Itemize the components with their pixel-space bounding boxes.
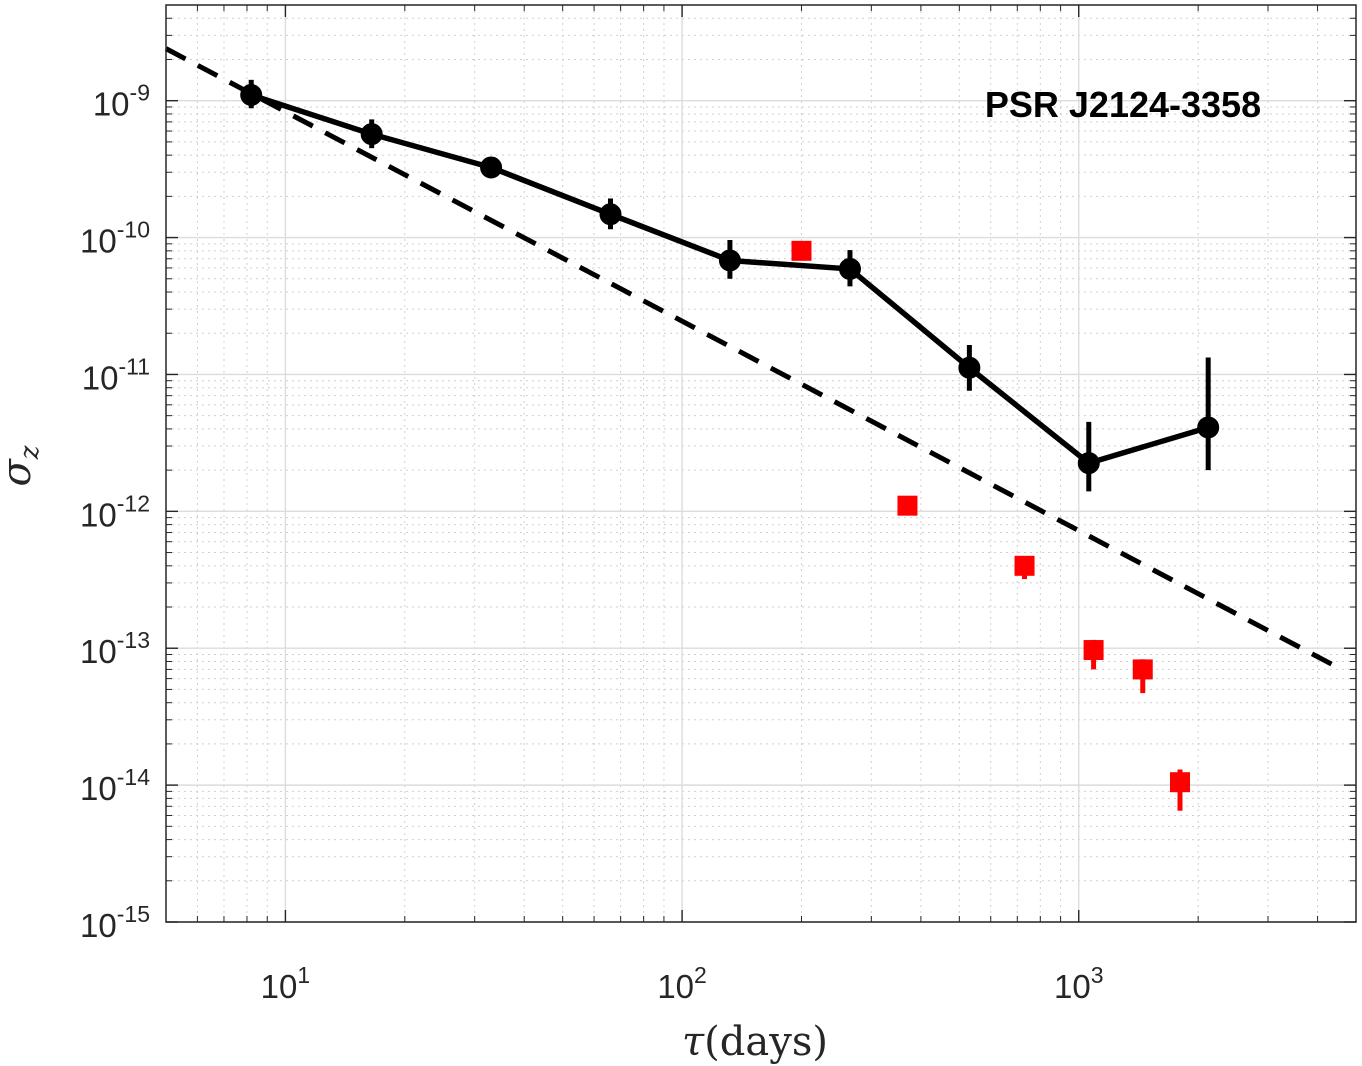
y-tick-label: 10-11 [82, 353, 150, 396]
dashed-reference-line [164, 46, 1343, 672]
y-axis-symbol: σ [0, 458, 40, 487]
tick-exponent: -13 [117, 627, 150, 653]
x-axis-symbol: τ [682, 1019, 705, 1065]
tick-base: 10 [93, 86, 130, 123]
red-square-marker [1170, 772, 1190, 793]
chart-annotation: PSR J2124-3358 [985, 84, 1261, 125]
black-circle-marker [599, 203, 622, 226]
x-tick-label: 103 [1054, 962, 1104, 1005]
y-axis-title: σz [0, 445, 45, 486]
red-square-marker [1014, 555, 1035, 576]
minor-grid [165, 4, 1357, 922]
x-axis-title: τ(days) [682, 1019, 828, 1065]
tick-exponent: -9 [130, 80, 150, 106]
tick-exponent: -11 [118, 353, 150, 379]
tick-exponent: 2 [694, 962, 707, 988]
red-square-marker [1083, 640, 1104, 661]
red-square-marker [897, 495, 918, 516]
tick-exponent: 3 [1091, 962, 1104, 988]
tick-base: 10 [1054, 968, 1091, 1005]
x-axis-text: (days) [704, 1019, 828, 1065]
x-tick-labels: 101 102 103 [261, 962, 1104, 1005]
red-square-marker [791, 240, 812, 261]
x-tick-label: 102 [657, 962, 707, 1005]
y-tick-label: 10-13 [80, 627, 150, 670]
tick-exponent: 1 [297, 962, 310, 988]
y-axis-subscript: z [15, 445, 45, 460]
tick-exponent: -10 [117, 217, 150, 243]
tick-exponent: -12 [117, 490, 150, 516]
black-circle-marker [958, 356, 981, 379]
y-tick-label: 10-9 [93, 80, 150, 123]
tick-base: 10 [80, 633, 117, 670]
tick-exponent: -15 [117, 901, 150, 927]
tick-base: 10 [80, 223, 117, 260]
tick-base: 10 [261, 968, 298, 1005]
y-tick-label: 10-15 [80, 901, 150, 944]
y-tick-label: 10-12 [80, 490, 150, 533]
axis-ticks [165, 4, 1357, 923]
red-square-marker [1132, 659, 1153, 680]
major-grid [166, 5, 1356, 923]
black-circle-marker [240, 84, 263, 107]
tick-base: 10 [80, 907, 117, 944]
black-circle-marker [360, 123, 383, 146]
y-tick-label: 10-10 [80, 217, 150, 260]
black-circle-marker [1197, 416, 1220, 439]
tick-base: 10 [657, 968, 694, 1005]
tick-base: 10 [80, 496, 117, 533]
tick-base: 10 [82, 359, 119, 396]
tick-base: 10 [80, 770, 117, 807]
x-tick-label: 101 [261, 962, 311, 1005]
black-circle-marker [838, 257, 861, 280]
y-tick-label: 10-14 [80, 764, 150, 807]
black-circle-marker [718, 249, 741, 272]
tick-exponent: -14 [117, 764, 150, 790]
plot-series [164, 46, 1343, 811]
black-circle-marker [480, 156, 503, 179]
black-circle-marker [1077, 452, 1100, 475]
plot-area-frame [165, 4, 1357, 923]
